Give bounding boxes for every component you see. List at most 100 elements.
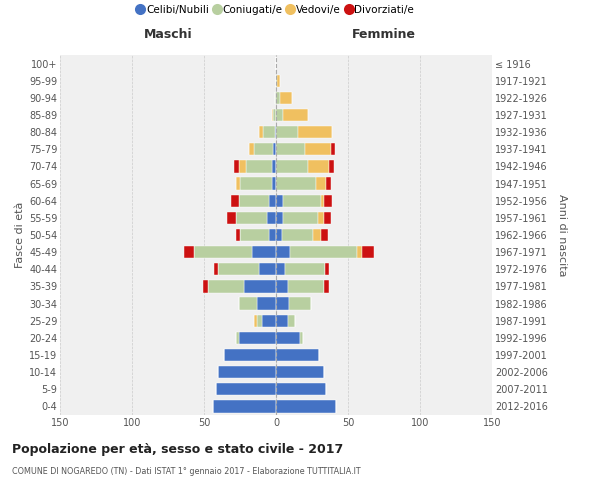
Bar xyxy=(276,74,277,87)
Bar xyxy=(276,349,319,361)
Bar xyxy=(277,74,280,87)
Bar xyxy=(323,194,332,207)
Bar xyxy=(236,229,240,241)
Bar xyxy=(212,400,276,412)
Bar xyxy=(218,366,276,378)
Bar xyxy=(275,92,276,104)
Bar xyxy=(289,298,311,310)
Bar xyxy=(269,229,276,241)
Bar xyxy=(239,194,269,207)
Bar xyxy=(215,383,276,396)
Bar xyxy=(326,178,331,190)
Bar xyxy=(287,280,323,292)
Bar xyxy=(276,263,284,276)
Bar xyxy=(240,178,272,190)
Bar xyxy=(276,126,298,138)
Bar xyxy=(239,160,246,172)
Bar xyxy=(308,160,329,172)
Bar xyxy=(262,314,276,327)
Bar xyxy=(208,280,244,292)
Bar xyxy=(283,212,318,224)
Bar xyxy=(331,143,335,156)
Bar xyxy=(224,349,276,361)
Bar xyxy=(273,109,276,121)
Bar xyxy=(276,229,282,241)
Bar xyxy=(276,92,280,104)
Y-axis label: Fasce di età: Fasce di età xyxy=(14,202,25,268)
Bar xyxy=(284,263,325,276)
Text: COMUNE DI NOGAREDO (TN) - Dati ISTAT 1° gennaio 2017 - Elaborazione TUTTITALIA.I: COMUNE DI NOGAREDO (TN) - Dati ISTAT 1° … xyxy=(12,468,361,476)
Bar xyxy=(275,126,276,138)
Bar xyxy=(280,92,292,104)
Text: Maschi: Maschi xyxy=(143,28,193,40)
Bar xyxy=(320,194,323,207)
Text: Femmine: Femmine xyxy=(352,28,416,40)
Bar xyxy=(356,246,362,258)
Bar xyxy=(244,280,276,292)
Bar xyxy=(283,194,320,207)
Bar xyxy=(268,212,276,224)
Bar xyxy=(276,212,283,224)
Bar xyxy=(232,194,239,207)
Bar xyxy=(194,246,251,258)
Bar xyxy=(269,194,276,207)
Bar xyxy=(254,314,257,327)
Bar xyxy=(259,126,263,138)
Bar xyxy=(301,332,304,344)
Bar xyxy=(203,280,208,292)
Bar xyxy=(305,143,331,156)
Bar xyxy=(248,143,254,156)
Bar xyxy=(263,126,275,138)
Bar xyxy=(362,246,374,258)
Bar xyxy=(259,263,276,276)
Bar xyxy=(282,229,313,241)
Bar xyxy=(298,126,332,138)
Text: Popolazione per età, sesso e stato civile - 2017: Popolazione per età, sesso e stato civil… xyxy=(12,442,343,456)
Bar xyxy=(273,143,276,156)
Bar xyxy=(276,246,290,258)
Bar xyxy=(257,298,276,310)
Bar xyxy=(239,332,276,344)
Bar xyxy=(272,178,276,190)
Bar xyxy=(236,332,239,344)
Bar xyxy=(246,160,272,172)
Bar xyxy=(218,263,259,276)
Bar xyxy=(239,298,257,310)
Bar xyxy=(276,366,323,378)
Bar xyxy=(276,194,283,207)
Bar xyxy=(316,178,326,190)
Bar xyxy=(214,263,218,276)
Legend: Celibi/Nubili, Coniugati/e, Vedovi/e, Divorziati/e: Celibi/Nubili, Coniugati/e, Vedovi/e, Di… xyxy=(136,2,416,17)
Bar xyxy=(290,246,356,258)
Bar xyxy=(236,212,268,224)
Bar xyxy=(272,109,273,121)
Bar xyxy=(272,160,276,172)
Bar xyxy=(323,280,329,292)
Bar xyxy=(313,229,320,241)
Bar xyxy=(257,314,262,327)
Bar xyxy=(283,109,308,121)
Bar xyxy=(254,143,273,156)
Bar xyxy=(276,314,287,327)
Bar xyxy=(329,160,334,172)
Bar xyxy=(276,400,337,412)
Bar xyxy=(276,280,287,292)
Bar xyxy=(276,143,305,156)
Bar xyxy=(251,246,276,258)
Bar xyxy=(227,212,236,224)
Bar xyxy=(287,314,295,327)
Bar xyxy=(320,229,328,241)
Bar xyxy=(276,109,283,121)
Bar xyxy=(276,332,301,344)
Bar xyxy=(234,160,239,172)
Bar xyxy=(276,298,289,310)
Bar xyxy=(240,229,269,241)
Bar xyxy=(318,212,323,224)
Bar xyxy=(276,160,308,172)
Y-axis label: Anni di nascita: Anni di nascita xyxy=(557,194,567,276)
Bar xyxy=(323,212,331,224)
Bar xyxy=(325,263,329,276)
Bar xyxy=(236,178,240,190)
Bar xyxy=(184,246,194,258)
Bar xyxy=(276,383,326,396)
